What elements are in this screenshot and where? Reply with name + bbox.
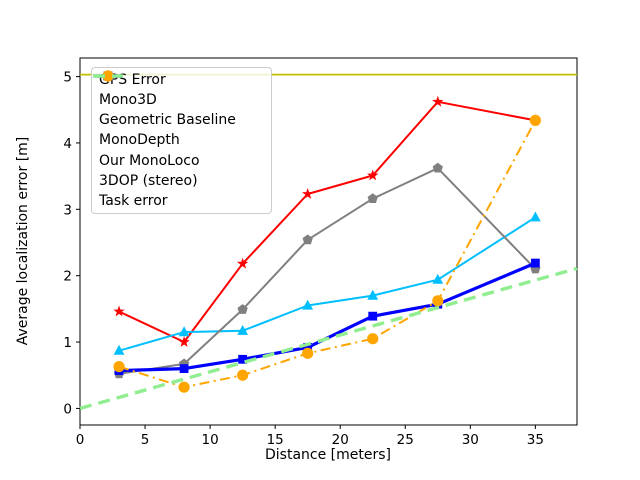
legend-label: Geometric Baseline <box>99 112 236 129</box>
square-marker-icon <box>179 364 189 373</box>
series-geometric-baseline-line <box>118 216 536 352</box>
triangle-marker-icon <box>432 273 444 284</box>
pentagon-marker-icon <box>237 304 248 314</box>
triangle-marker-icon <box>237 324 249 335</box>
series-task-error-line <box>79 266 578 411</box>
triangle-marker-icon <box>113 344 125 355</box>
series-layer <box>79 73 578 411</box>
x-tick-label: 0 <box>76 432 85 448</box>
y-tick-label: 3 <box>63 202 72 218</box>
y-tick-label: 0 <box>63 401 72 417</box>
triangle-marker-icon <box>529 211 541 222</box>
pentagon-marker-icon <box>302 234 313 245</box>
circle-marker-icon <box>302 347 314 359</box>
legend-label: Task error <box>99 192 168 209</box>
circle-marker-icon <box>432 295 444 307</box>
star-marker-icon <box>113 305 125 317</box>
triangle-marker-icon <box>367 289 379 300</box>
series-our-monoloco-markers <box>114 258 540 375</box>
star-marker-icon <box>236 257 249 269</box>
triangle-marker-icon <box>302 299 314 310</box>
axis-ticks: 0 5 10 15 20 25 30 35 0 1 2 3 4 5 <box>63 70 544 448</box>
legend-item-monodepth: MonoDepth <box>93 70 263 150</box>
legend-label: 3DOP (stereo) <box>99 172 198 189</box>
x-tick-label: 5 <box>141 432 150 448</box>
legend-sample-task-error <box>93 74 123 78</box>
circle-marker-icon <box>102 70 114 82</box>
y-tick-label: 2 <box>63 269 72 285</box>
circle-marker-icon <box>529 114 541 126</box>
legend-label: Mono3D <box>99 92 157 109</box>
x-tick-label: 20 <box>332 432 349 448</box>
legend-label: Our MonoLoco <box>99 152 200 169</box>
x-tick-label: 35 <box>527 432 544 448</box>
x-tick-label: 15 <box>267 432 284 448</box>
legend-item-mono3d: Mono3D <box>93 70 263 110</box>
pentagon-marker-icon <box>432 162 443 173</box>
x-axis-label: Distance [meters] <box>265 447 391 463</box>
square-marker-icon <box>368 311 378 321</box>
star-marker-icon <box>367 169 379 181</box>
y-axis-label: Average localization error [m] <box>15 137 31 346</box>
series-geometric-baseline-markers <box>113 211 541 355</box>
x-tick-label: 10 <box>202 432 219 448</box>
star-marker-icon <box>432 95 444 107</box>
series-our-monoloco-line <box>118 261 537 373</box>
star-marker-icon <box>178 336 190 347</box>
circle-marker-icon <box>113 360 125 373</box>
square-marker-icon <box>530 258 540 268</box>
legend-item-our-monoloco: Our MonoLoco <box>93 71 263 171</box>
y-tick-label: 1 <box>63 335 72 351</box>
x-tick-label: 30 <box>462 432 479 448</box>
legend-item-geometric-baseline: Geometric Baseline <box>93 70 263 130</box>
square-marker-icon <box>238 354 248 364</box>
legend: GPS Error Mono3D Geometric Baseline MonoDep… <box>91 67 272 214</box>
plot-border <box>79 57 578 426</box>
square-marker-icon <box>303 342 313 352</box>
y-tick-label: 4 <box>63 136 72 152</box>
legend-label: MonoDepth <box>99 132 180 149</box>
circle-marker-icon <box>367 333 379 345</box>
legend-item-task-error: Task error <box>93 74 263 211</box>
triangle-marker-icon <box>178 326 190 337</box>
pentagon-marker-icon <box>367 193 378 204</box>
circle-marker-icon <box>237 369 249 381</box>
circle-marker-icon <box>178 381 190 393</box>
y-tick-label: 5 <box>63 70 72 86</box>
star-marker-icon <box>301 188 314 199</box>
x-tick-label: 25 <box>397 432 414 448</box>
series-3dop-stereo-markers <box>113 114 541 393</box>
legend-item-3dop-stereo: 3DOP (stereo) <box>93 70 263 191</box>
